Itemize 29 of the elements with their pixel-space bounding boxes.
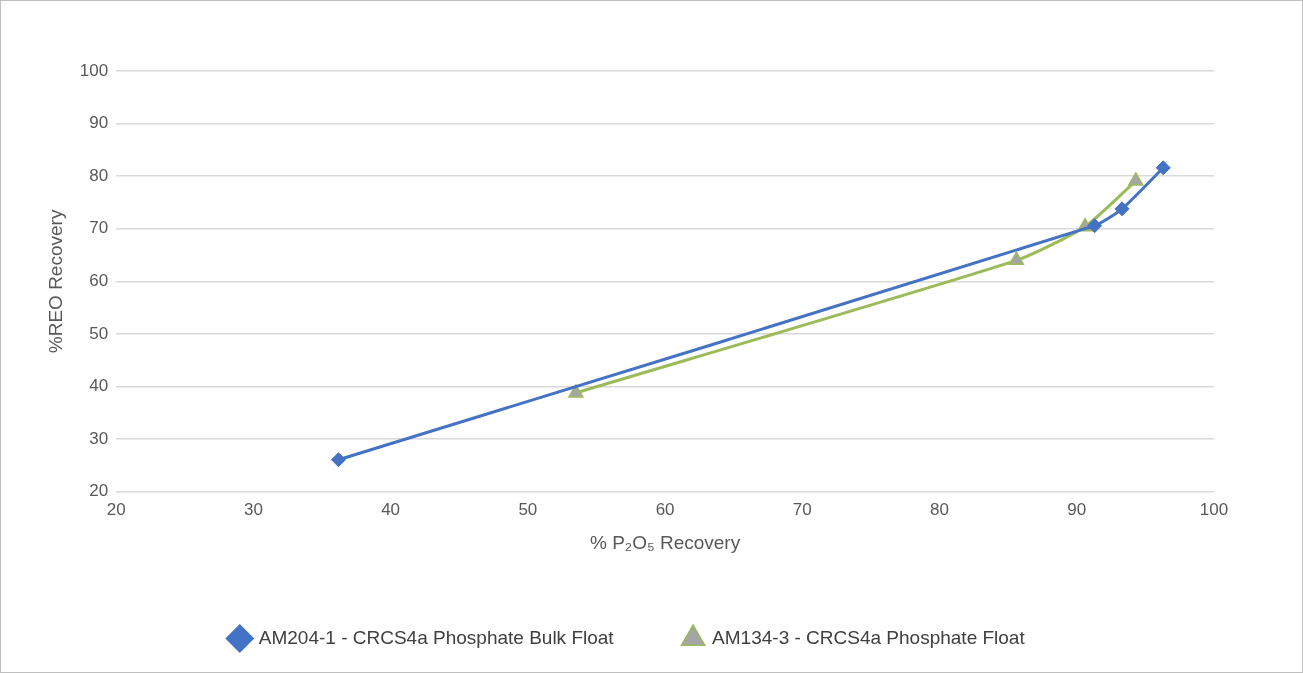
y-tick-label: 100 (79, 60, 109, 80)
x-tick-label: 80 (930, 499, 949, 519)
point (1155, 160, 1171, 176)
x-axis-title: % P₂O₅ Recovery (589, 531, 741, 553)
y-tick-label: 40 (89, 376, 109, 396)
y-tick-label: 20 (89, 481, 109, 501)
point (330, 452, 346, 468)
point (1128, 172, 1144, 186)
point (1087, 218, 1103, 234)
y-tick-label: 50 (89, 323, 109, 343)
legend-label: AM204-1 - CRCS4a Phosphate Bulk Float (258, 626, 615, 648)
y-tick-label: 60 (89, 271, 109, 291)
x-tick-label: 50 (518, 499, 538, 519)
point (1114, 201, 1130, 217)
y-tick-label: 90 (89, 113, 109, 133)
y-tick-label: 80 (89, 165, 109, 185)
y-axis-title: %REO Recovery (44, 209, 66, 354)
point (1008, 251, 1025, 266)
x-tick-label: 60 (655, 499, 675, 519)
x-tick-label: 90 (1067, 499, 1087, 519)
x-tick-label: 100 (1199, 499, 1229, 519)
legend-label: AM134-3 - CRCS4a Phosphate Float (712, 626, 1026, 648)
x-tick-label: 70 (792, 499, 812, 519)
y-tick-label: 70 (89, 218, 109, 238)
x-tick-label: 30 (243, 499, 263, 519)
x-tick-label: 40 (381, 499, 401, 519)
y-tick-label: 30 (89, 428, 109, 448)
x-tick-label: 20 (106, 499, 126, 519)
point (568, 384, 584, 398)
